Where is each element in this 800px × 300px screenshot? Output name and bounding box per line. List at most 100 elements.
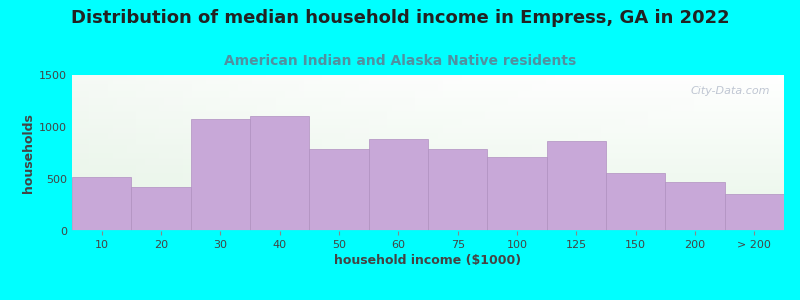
Bar: [72, 189, 784, 190]
Bar: [72, 218, 784, 220]
Bar: [72, 116, 784, 117]
X-axis label: household income ($1000): household income ($1000): [334, 254, 522, 267]
Bar: [72, 194, 784, 195]
Text: City-Data.com: City-Data.com: [690, 86, 770, 96]
Bar: [72, 123, 784, 125]
Bar: [72, 222, 784, 223]
Bar: [72, 109, 784, 111]
Bar: [72, 223, 784, 225]
Bar: [72, 145, 784, 147]
Bar: [72, 220, 784, 222]
Bar: [72, 95, 784, 97]
Bar: [72, 156, 784, 158]
Bar: [72, 172, 784, 173]
Bar: [72, 91, 784, 92]
Bar: [72, 86, 784, 88]
Text: Distribution of median household income in Empress, GA in 2022: Distribution of median household income …: [70, 9, 730, 27]
Bar: [72, 170, 784, 172]
Bar: [190, 119, 250, 231]
Bar: [72, 120, 784, 122]
Bar: [72, 142, 784, 144]
Bar: [72, 131, 784, 133]
Bar: [72, 134, 784, 136]
Bar: [369, 140, 428, 231]
Bar: [72, 214, 784, 215]
Bar: [72, 212, 784, 214]
Bar: [72, 125, 784, 127]
Bar: [72, 88, 784, 89]
Bar: [72, 83, 784, 84]
Bar: [72, 98, 784, 100]
Bar: [72, 78, 784, 80]
Bar: [72, 225, 784, 226]
Bar: [72, 75, 784, 76]
Y-axis label: households: households: [22, 113, 35, 193]
Bar: [72, 152, 784, 153]
Bar: [72, 184, 784, 186]
Bar: [72, 211, 784, 212]
Bar: [72, 133, 784, 134]
Bar: [72, 130, 784, 131]
Bar: [72, 140, 784, 142]
Bar: [72, 81, 784, 83]
Bar: [725, 194, 784, 231]
Bar: [72, 106, 784, 108]
Bar: [72, 112, 784, 114]
Bar: [72, 200, 784, 201]
Bar: [72, 139, 784, 140]
Bar: [72, 166, 784, 167]
Bar: [72, 101, 784, 103]
Bar: [72, 92, 784, 94]
Bar: [72, 136, 784, 137]
Bar: [72, 80, 784, 81]
Bar: [72, 105, 784, 106]
Bar: [72, 94, 784, 95]
Bar: [72, 150, 784, 152]
Bar: [72, 192, 784, 194]
Bar: [72, 162, 784, 164]
Bar: [72, 201, 784, 203]
Bar: [72, 217, 784, 218]
Bar: [72, 97, 784, 98]
Text: American Indian and Alaska Native residents: American Indian and Alaska Native reside…: [224, 54, 576, 68]
Bar: [72, 190, 784, 192]
Bar: [72, 161, 784, 162]
Bar: [72, 173, 784, 175]
Bar: [72, 209, 784, 211]
Bar: [131, 187, 190, 231]
Bar: [72, 103, 784, 105]
Bar: [72, 137, 784, 139]
Bar: [72, 127, 784, 128]
Bar: [72, 148, 784, 150]
Bar: [72, 226, 784, 228]
Bar: [72, 144, 784, 145]
Bar: [487, 157, 546, 231]
Bar: [72, 206, 784, 208]
Bar: [72, 195, 784, 197]
Bar: [72, 164, 784, 166]
Bar: [72, 187, 784, 189]
Bar: [546, 140, 606, 231]
Bar: [72, 154, 784, 156]
Bar: [72, 119, 784, 120]
Bar: [72, 208, 784, 209]
Bar: [72, 203, 784, 205]
Bar: [72, 197, 784, 198]
Bar: [72, 175, 784, 176]
Bar: [72, 76, 784, 78]
Bar: [72, 176, 784, 178]
Bar: [72, 84, 784, 86]
Bar: [72, 177, 131, 231]
Bar: [72, 230, 784, 231]
Bar: [428, 149, 487, 231]
Bar: [72, 205, 784, 206]
Bar: [72, 159, 784, 161]
Bar: [666, 182, 725, 231]
Bar: [606, 173, 666, 231]
Bar: [250, 116, 310, 231]
Bar: [72, 108, 784, 109]
Bar: [72, 169, 784, 170]
Bar: [310, 149, 369, 231]
Bar: [72, 100, 784, 101]
Bar: [72, 178, 784, 179]
